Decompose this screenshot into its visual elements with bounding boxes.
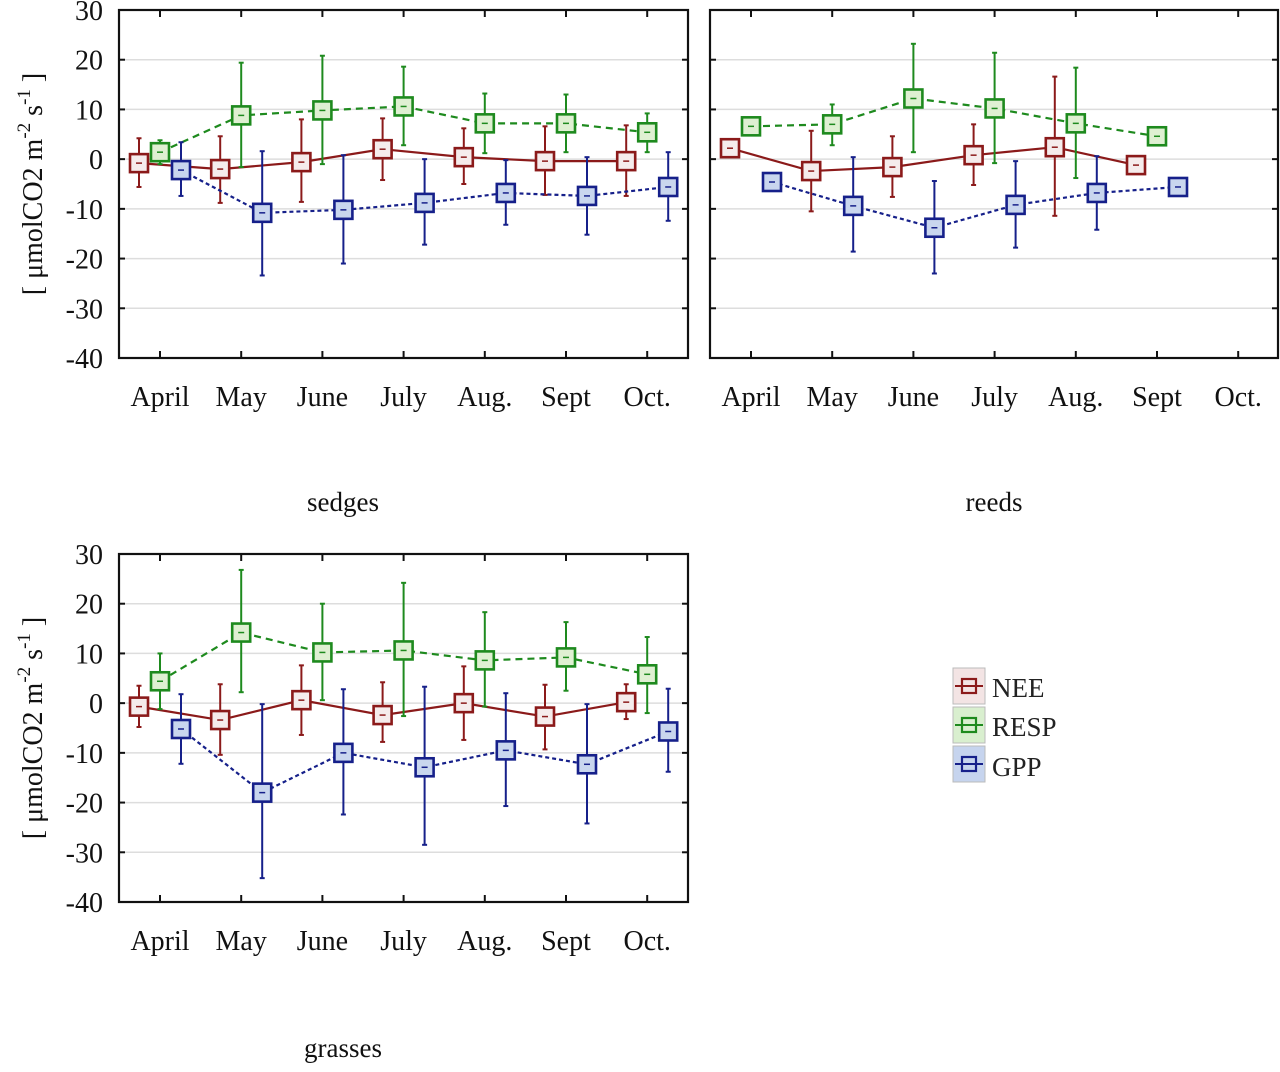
series-resp	[149, 568, 658, 718]
y-tick-label: 30	[75, 540, 103, 571]
y-axis-label-exponent: -1	[14, 89, 35, 105]
y-axis-label-part: s	[18, 649, 49, 667]
series-resp	[740, 42, 1168, 180]
series-line-nee	[729, 146, 1137, 173]
y-tick-label: 10	[75, 95, 103, 126]
x-tick-label: July	[380, 926, 427, 957]
panel-title: sedges	[307, 487, 379, 517]
x-tick-label: Oct.	[623, 382, 670, 413]
legend-item-resp: RESP	[952, 706, 1057, 744]
y-tick-label: 20	[75, 590, 103, 621]
x-tick-label: June	[297, 926, 348, 957]
x-tick-label: June	[888, 382, 939, 413]
series-gpp	[170, 141, 679, 277]
y-tick-label: -10	[66, 195, 103, 226]
x-tick-label: Sept	[1132, 382, 1182, 413]
y-axis-label-part: ]	[18, 617, 49, 633]
panel-title: reeds	[966, 487, 1023, 517]
y-tick-label: -30	[66, 294, 103, 325]
legend-marker	[960, 716, 978, 734]
series-line-resp	[750, 97, 1158, 138]
x-tick-label: April	[721, 382, 780, 413]
series-nee	[719, 75, 1147, 217]
y-axis-label: [ μmolCO2 m-2 s-1 ]	[14, 73, 49, 295]
y-tick-label: -10	[66, 739, 103, 770]
x-tick-label: July	[971, 382, 1018, 413]
y-axis-label-exponent: -2	[14, 667, 35, 683]
series-nee	[128, 664, 637, 756]
plot-frame	[117, 8, 690, 360]
y-axis-label-part: ]	[18, 73, 49, 89]
y-tick-label: 30	[75, 0, 103, 27]
x-tick-label: Oct.	[1214, 382, 1261, 413]
y-axis-label-exponent: -1	[14, 633, 35, 649]
y-axis-label-part: [ μmolCO2 m	[18, 138, 49, 295]
x-tick-label: April	[130, 382, 189, 413]
y-axis-label-part: s	[18, 105, 49, 123]
x-tick-label: Aug.	[1048, 382, 1103, 413]
y-tick-label: 0	[89, 145, 103, 176]
y-axis-label-exponent: -2	[14, 123, 35, 139]
series-gpp	[170, 685, 679, 880]
panel-reeds: April May June July Aug. Sept Oct. reeds	[708, 8, 1280, 517]
series-line-gpp	[771, 180, 1179, 229]
x-tick-label: Aug.	[457, 382, 512, 413]
x-tick-label: Sept	[541, 926, 591, 957]
x-tick-label: May	[216, 382, 267, 413]
x-tick-label: July	[380, 382, 427, 413]
series-resp	[149, 54, 658, 169]
x-tick-label: Aug.	[457, 926, 512, 957]
panel-grasses: 30 20 10 0 -10 -20 -30 -40 April May June July Aug. S…	[14, 540, 690, 1063]
legend-label-resp: RESP	[992, 712, 1057, 742]
x-tick-label: Sept	[541, 382, 591, 413]
legend-label-nee: NEE	[992, 673, 1044, 703]
legend-item-nee: NEE	[952, 667, 1044, 705]
legend-marker	[960, 677, 978, 695]
y-tick-label: -30	[66, 838, 103, 869]
x-tick-label: June	[297, 382, 348, 413]
legend: NEE RESP GPP	[952, 667, 1057, 783]
y-tick-label: -20	[66, 245, 103, 276]
x-tick-label: April	[130, 926, 189, 957]
x-tick-label: May	[807, 382, 858, 413]
panel-sedges: 30 20 10 0 -10 -20 -30 -40 April May June July Aug. S…	[14, 0, 690, 517]
legend-marker	[960, 755, 978, 773]
y-tick-label: 20	[75, 46, 103, 77]
y-tick-label: -40	[66, 344, 103, 375]
y-tick-label: 0	[89, 689, 103, 720]
x-tick-label: May	[216, 926, 267, 957]
series-gpp	[761, 155, 1189, 275]
y-tick-label: -20	[66, 789, 103, 820]
y-axis-label-part: [ μmolCO2 m	[18, 682, 49, 839]
panel-title: grasses	[304, 1033, 382, 1063]
y-tick-label: 10	[75, 639, 103, 670]
legend-item-gpp: GPP	[952, 745, 1042, 783]
x-tick-label: Oct.	[623, 926, 670, 957]
legend-label-gpp: GPP	[992, 752, 1042, 782]
y-tick-label: -40	[66, 888, 103, 919]
y-axis-label: [ μmolCO2 m-2 s-1 ]	[14, 617, 49, 839]
